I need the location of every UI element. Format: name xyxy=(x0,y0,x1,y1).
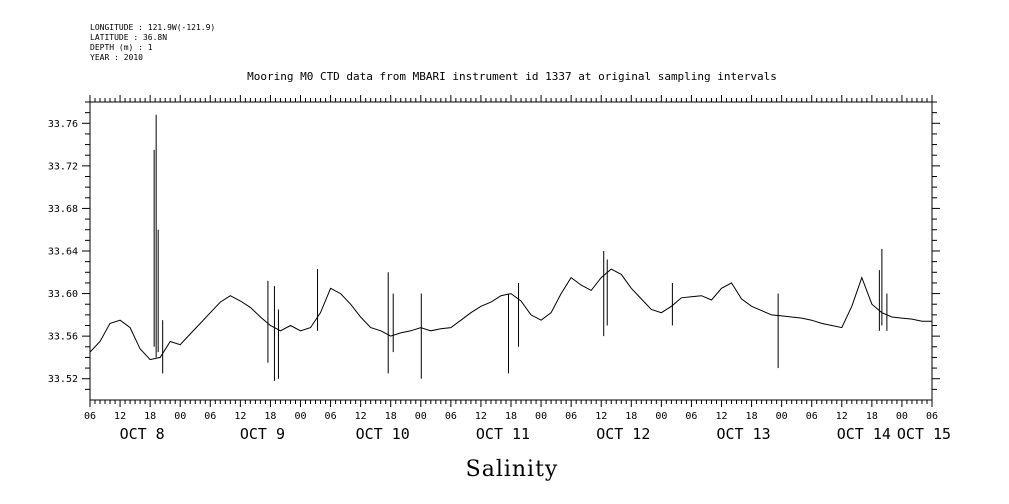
meta-year: YEAR : 2010 xyxy=(90,53,143,62)
x-tick-label: 18 xyxy=(746,411,758,422)
x-tick-label: 00 xyxy=(294,411,306,422)
x-tick-label: 00 xyxy=(776,411,788,422)
x-day-label: OCT 13 xyxy=(716,425,770,443)
x-day-label: OCT 11 xyxy=(476,425,530,443)
x-tick-label: 18 xyxy=(144,411,156,422)
x-tick-label: 12 xyxy=(355,411,367,422)
y-tick-label: 33.68 xyxy=(48,204,78,215)
x-tick-label: 12 xyxy=(114,411,126,422)
plot-frame xyxy=(89,101,933,401)
x-day-label: OCT 12 xyxy=(596,425,650,443)
x-tick-label: 12 xyxy=(234,411,246,422)
x-tick-label: 06 xyxy=(84,411,96,422)
y-tick-label: 33.56 xyxy=(48,332,78,343)
meta-longitude: LONGITUDE : 121.9W(-121.9) xyxy=(90,23,215,32)
x-axis: 06 12 18 00 06 12 18 00 06 12 18 00 06 12 18 00 06 12 18 00… xyxy=(84,95,951,443)
x-tick-label: 12 xyxy=(836,411,848,422)
x-day-label: OCT 9 xyxy=(240,425,285,443)
chart-title: Mooring M0 CTD data from MBARI instrumen… xyxy=(247,70,777,83)
x-tick-label: 00 xyxy=(535,411,547,422)
x-tick-label: 18 xyxy=(385,411,397,422)
x-day-label: OCT 10 xyxy=(356,425,410,443)
x-tick-label: 06 xyxy=(926,411,938,422)
x-tick-label: 00 xyxy=(415,411,427,422)
x-tick-label: 06 xyxy=(445,411,457,422)
y-tick-label: 33.64 xyxy=(48,247,78,258)
x-tick-label: 06 xyxy=(806,411,818,422)
y-axis-label: Salinity xyxy=(466,457,559,482)
x-tick-label: 06 xyxy=(565,411,577,422)
x-tick-label: 12 xyxy=(595,411,607,422)
salinity-line xyxy=(89,268,932,361)
x-tick-label: 12 xyxy=(715,411,727,422)
x-tick-label: 18 xyxy=(264,411,276,422)
metadata-block: LONGITUDE : 121.9W(-121.9) LATITUDE : 36… xyxy=(90,23,215,62)
x-day-label: OCT 14 xyxy=(837,425,891,443)
y-axis: 33.52 33.56 33.60 33.64 33.68 33.72 33.76 xyxy=(48,101,940,390)
y-tick-label: 33.76 xyxy=(48,119,78,130)
y-tick-label: 33.72 xyxy=(48,161,78,172)
meta-depth: DEPTH (m) : 1 xyxy=(90,43,153,52)
x-tick-label: 06 xyxy=(325,411,337,422)
meta-latitude: LATITUDE : 36.8N xyxy=(90,33,167,42)
x-tick-label: 18 xyxy=(505,411,517,422)
salinity-series xyxy=(89,114,932,381)
x-tick-label: 12 xyxy=(475,411,487,422)
x-tick-label: 06 xyxy=(204,411,216,422)
x-tick-label: 00 xyxy=(655,411,667,422)
y-tick-label: 33.60 xyxy=(48,289,78,300)
x-tick-label: 00 xyxy=(896,411,908,422)
x-tick-label: 18 xyxy=(625,411,637,422)
x-day-label: OCT 8 xyxy=(120,425,165,443)
x-tick-label: 00 xyxy=(174,411,186,422)
x-day-label: OCT 15 xyxy=(897,425,951,443)
x-tick-label: 06 xyxy=(685,411,697,422)
y-tick-label: 33.52 xyxy=(48,374,78,385)
x-tick-label: 18 xyxy=(866,411,878,422)
